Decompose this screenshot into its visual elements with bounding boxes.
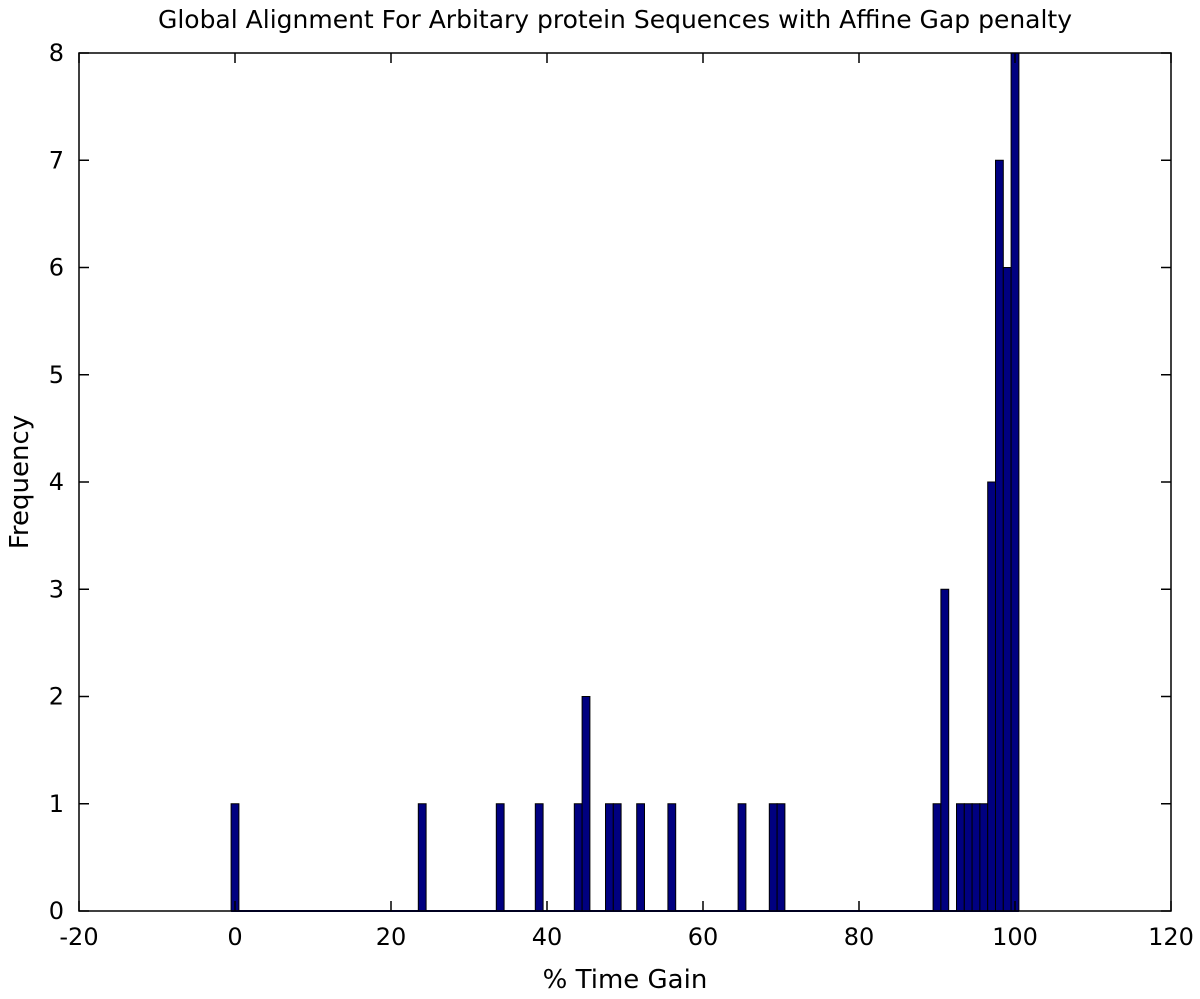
histogram-bar: [612, 803, 622, 912]
histogram-bar: [417, 803, 427, 912]
histogram-bar: [1002, 267, 1012, 912]
y-tick-label: 5: [49, 361, 64, 389]
histogram-bar: [940, 588, 950, 912]
histogram-bar: [932, 803, 942, 912]
histogram-bar: [1010, 52, 1020, 912]
x-tick-label: 60: [688, 923, 719, 951]
x-tick-label: 100: [992, 923, 1038, 951]
histogram-bar: [956, 803, 965, 912]
y-tick-label: 0: [49, 897, 64, 925]
histogram-bar: [573, 803, 583, 912]
histogram-bar: [768, 803, 778, 912]
bars-group: [230, 52, 1020, 912]
histogram-bar: [995, 159, 1004, 912]
y-tick-label: 3: [49, 575, 64, 603]
y-tick-label: 6: [49, 254, 64, 282]
x-tick-label: 0: [227, 923, 242, 951]
histogram-bar: [963, 803, 973, 912]
histogram-bar: [776, 803, 786, 912]
x-tick-label: -20: [59, 923, 98, 951]
y-tick-label: 1: [49, 790, 64, 818]
histogram-bar: [495, 803, 505, 912]
y-tick-label: 8: [49, 39, 64, 67]
x-tick-label: 20: [376, 923, 407, 951]
histogram-bar: [737, 803, 747, 912]
y-axis-label: Frequency: [5, 415, 35, 549]
x-tick-label: 80: [844, 923, 875, 951]
x-tick-label: 40: [532, 923, 563, 951]
histogram-bar: [581, 696, 591, 912]
histogram-bar: [987, 481, 997, 912]
plot-frame: [78, 52, 1172, 912]
y-tick-label: 7: [49, 146, 64, 174]
histogram-bar: [534, 803, 544, 912]
chart-title: Global Alignment For Arbitary protein Se…: [158, 5, 1072, 34]
histogram-bar: [971, 803, 981, 912]
histogram-bar: [230, 803, 240, 912]
histogram-bar: [979, 803, 989, 912]
histogram-bar: [605, 803, 614, 912]
histogram-bar: [636, 803, 646, 912]
x-tick-label: 120: [1148, 923, 1194, 951]
histogram-bar: [667, 803, 677, 912]
y-tick-label: 2: [49, 683, 64, 711]
y-tick-label: 4: [49, 468, 64, 496]
x-axis-label: % Time Gain: [543, 965, 708, 995]
